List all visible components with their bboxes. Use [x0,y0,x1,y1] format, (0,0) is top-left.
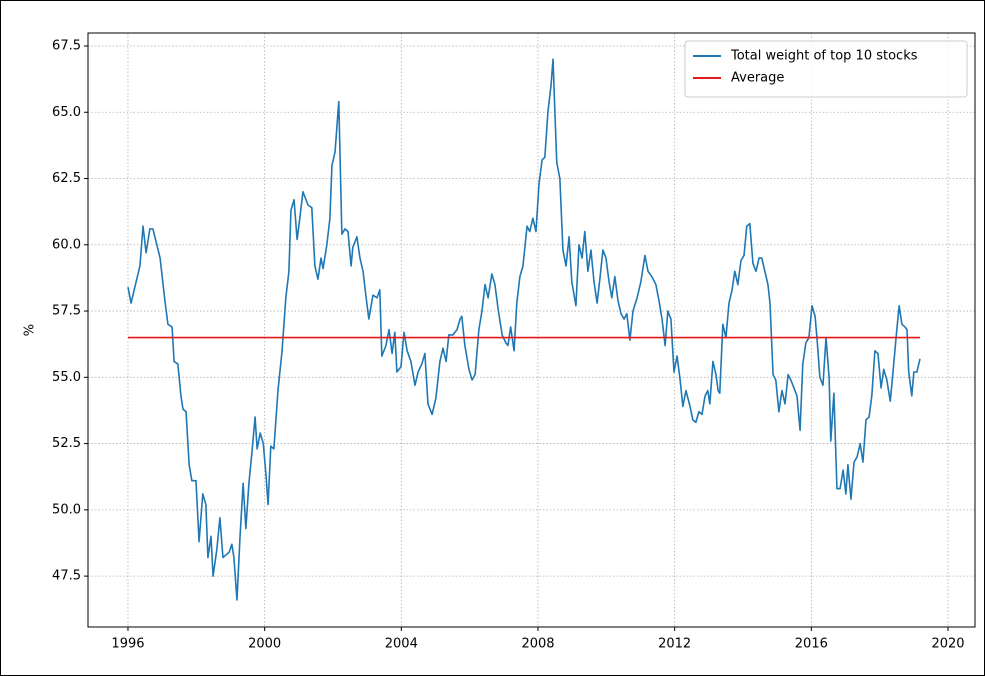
y-tick-label: 55.0 [52,370,81,385]
y-tick-label: 52.5 [52,436,81,451]
legend-label: Average [731,71,784,86]
x-tick-label: 2000 [248,637,281,652]
legend: Total weight of top 10 stocks Average [684,40,968,98]
y-axis-label: % [23,324,38,336]
series-line [127,58,921,601]
y-tick-label: 65.0 [52,105,81,120]
legend-box [684,40,968,98]
y-tick-label: 50.0 [52,502,81,517]
legend-label: Total weight of top 10 stocks [730,49,918,64]
x-tick-label: 2016 [795,637,828,652]
y-tick-label: 67.5 [52,38,81,53]
x-tick-label: 1996 [111,637,144,652]
y-tick-label: 62.5 [52,171,81,186]
x-tick-label: 2012 [658,637,691,652]
y-tick-label: 57.5 [52,304,81,319]
y-tick-label: 60.0 [52,237,81,252]
y-tick-label: 47.5 [52,569,81,584]
x-tick-label: 2020 [931,637,964,652]
plot-frame [87,32,976,628]
x-tick-label: 2008 [521,637,554,652]
x-tick-label: 2004 [385,637,418,652]
